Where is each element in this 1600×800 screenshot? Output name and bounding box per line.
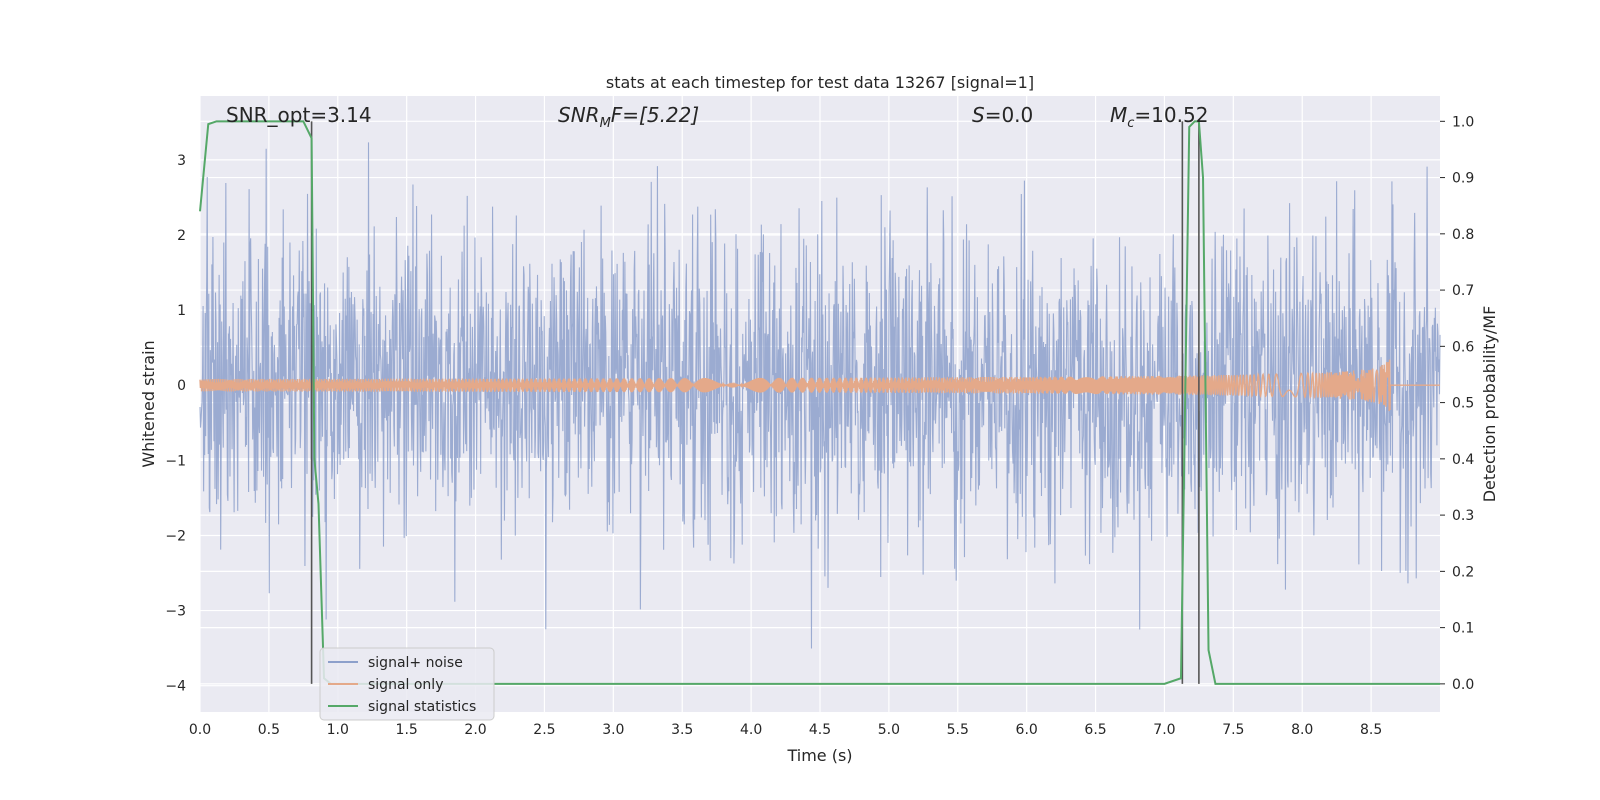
x-tick-label: 2.0 <box>464 722 486 738</box>
series-signal-statistics <box>199 120 1440 685</box>
y2-tick-label: 0.7 <box>1452 283 1474 299</box>
y-tick-label: −3 <box>165 604 186 620</box>
x-tick-label: 5.0 <box>878 722 900 738</box>
x-tick-label: 4.0 <box>740 722 762 738</box>
y2-tick-label: 0.9 <box>1452 171 1474 187</box>
x-tick-label: 2.5 <box>533 722 555 738</box>
x-tick-label: 0.5 <box>258 722 280 738</box>
y2-tick-label: 0.5 <box>1452 396 1474 412</box>
y2-axis-label: Detection probability/MF <box>1480 306 1499 503</box>
x-axis-label: Time (s) <box>786 746 852 765</box>
y-tick-label: 0 <box>177 378 186 394</box>
y2-tick-labels: 1.0 0.9 0.8 0.7 0.6 0.5 0.4 0.3 0.2 0.1 0.0 <box>1440 114 1474 693</box>
x-tick-label: 8.5 <box>1360 722 1382 738</box>
y2-tick-label: 0.2 <box>1452 564 1474 580</box>
y2-tick-label: 0.8 <box>1452 227 1474 243</box>
y2-tick-label: 0.3 <box>1452 508 1474 524</box>
x-tick-label: 8.0 <box>1291 722 1313 738</box>
y-tick-label: −2 <box>165 528 186 544</box>
annotation-mc: Mc=10.52 <box>1110 103 1208 131</box>
x-tick-labels: 0.0 0.5 1.0 1.5 2.0 2.5 3.0 3.5 4.0 4.5 5.0 5.5 6.0 6… <box>189 722 1382 738</box>
legend-box <box>319 647 495 721</box>
x-tick-label: 4.5 <box>809 722 831 738</box>
x-tick-label: 1.5 <box>396 722 418 738</box>
y-tick-label: −4 <box>165 679 186 695</box>
signal-plus-noise-line <box>199 142 1441 649</box>
legend: signal+ noise signal only signal statist… <box>319 647 495 721</box>
y-tick-labels: 3 2 1 0 −1 −2 −3 −4 <box>165 153 186 695</box>
series-signal-only <box>199 359 1440 412</box>
y2-tick-label: 0.1 <box>1452 621 1474 637</box>
legend-label-signal-plus-noise: signal+ noise <box>368 655 463 671</box>
annotation-snr-opt: SNR_opt=3.14 <box>226 103 372 127</box>
y-tick-label: 3 <box>177 153 186 169</box>
y-tick-label: 1 <box>177 303 186 319</box>
signal-statistics-line <box>199 120 1440 685</box>
y2-tick-label: 0.4 <box>1452 452 1474 468</box>
y2-tick-label: 1.0 <box>1452 114 1474 130</box>
x-tick-label: 3.5 <box>671 722 693 738</box>
x-tick-label: 0.0 <box>189 722 211 738</box>
y-tick-label: 2 <box>177 228 186 244</box>
x-tick-label: 7.0 <box>1153 722 1175 738</box>
y2-tick-label: 0.6 <box>1452 339 1474 355</box>
x-tick-label: 6.0 <box>1016 722 1038 738</box>
x-tick-label: 3.0 <box>602 722 624 738</box>
annotation-s: S=0.0 <box>972 103 1033 127</box>
x-tick-label: 6.5 <box>1084 722 1106 738</box>
x-tick-label: 5.5 <box>947 722 969 738</box>
y2-tick-label: 0.0 <box>1452 677 1474 693</box>
legend-label-signal-only: signal only <box>368 677 443 693</box>
annotation-snr-mf: SNRMF=[5.22] <box>558 103 699 131</box>
series-signal-plus-noise <box>199 142 1441 649</box>
chart-title: stats at each timestep for test data 132… <box>606 73 1034 92</box>
legend-label-signal-statistics: signal statistics <box>368 699 476 715</box>
x-tick-label: 1.0 <box>327 722 349 738</box>
y-tick-label: −1 <box>165 453 186 469</box>
y-axis-label: Whitened strain <box>139 340 158 467</box>
signal-only-line <box>199 359 1440 412</box>
x-tick-label: 7.5 <box>1222 722 1244 738</box>
